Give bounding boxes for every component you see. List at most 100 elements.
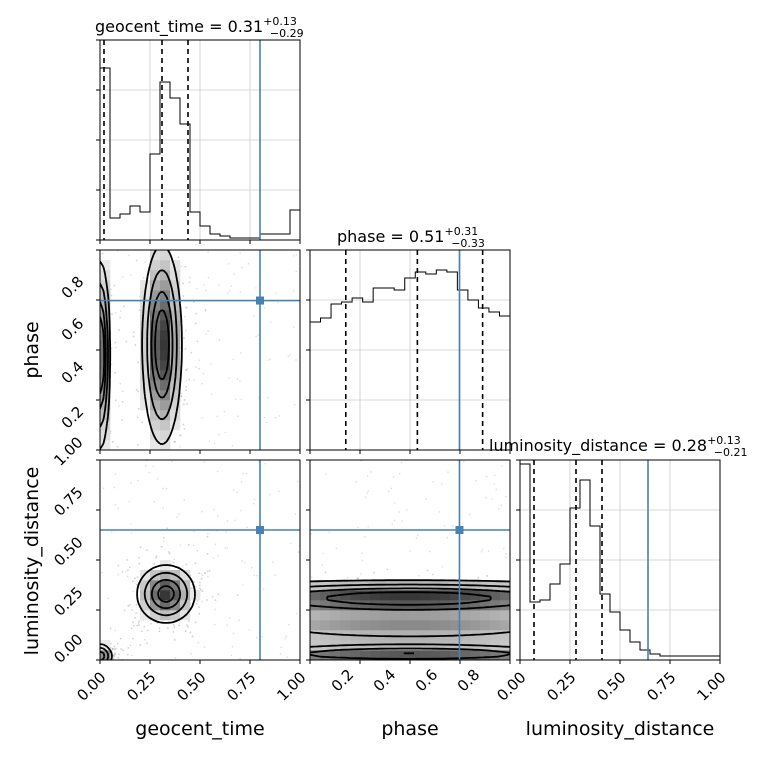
scatter-point (176, 221, 178, 223)
contour-line (310, 579, 510, 583)
scatter-point (745, 669, 747, 671)
scatter-point (325, 473, 327, 475)
scatter-point (148, 471, 151, 474)
scatter-point (169, 454, 171, 456)
scatter-point (252, 618, 254, 620)
scatter-point (94, 350, 96, 352)
scatter-point (153, 500, 156, 503)
scatter-point (110, 347, 113, 350)
y-tick-label-phase: 0.6 (58, 315, 88, 345)
density-cell (430, 610, 441, 621)
scatter-point (126, 569, 129, 572)
scatter-point (201, 510, 203, 513)
scatter-point (171, 460, 174, 463)
scatter-point (589, 599, 591, 601)
scatter-point (562, 612, 564, 614)
scatter-point (96, 526, 98, 528)
scatter-point (94, 365, 96, 367)
density-cell (360, 650, 371, 660)
scatter-point (305, 662, 307, 664)
scatter-point (172, 192, 174, 194)
density-cell (410, 590, 421, 601)
scatter-point (255, 287, 257, 289)
scatter-point (217, 615, 219, 617)
density-cell (370, 600, 381, 611)
scatter-point (89, 644, 91, 646)
scatter-point (89, 646, 91, 648)
scatter-point (103, 247, 105, 249)
scatter-point (615, 628, 617, 630)
scatter-point (127, 646, 130, 649)
scatter-point (242, 604, 244, 606)
scatter-point (94, 433, 96, 435)
scatter-point (481, 549, 484, 551)
scatter-point (206, 570, 209, 573)
scatter-point (178, 661, 180, 663)
density-cell (490, 650, 501, 660)
scatter-point (126, 653, 129, 656)
panel-phase-vs-luminosity-distance (162, 460, 756, 671)
density-cell (480, 610, 491, 621)
scatter-point (93, 407, 95, 409)
scatter-point (91, 653, 93, 655)
scatter-point (183, 247, 185, 249)
scatter-point (237, 415, 239, 417)
scatter-point (97, 372, 99, 374)
density-cell (410, 610, 421, 621)
scatter-point (239, 657, 241, 660)
scatter-point (87, 382, 89, 384)
scatter-point (231, 645, 234, 648)
density-cell (150, 420, 161, 431)
scatter-point (128, 254, 130, 257)
scatter-point (195, 287, 198, 290)
scatter-point (355, 481, 358, 483)
scatter-point (393, 502, 396, 504)
scatter-point (162, 656, 164, 658)
scatter-point (231, 444, 234, 447)
scatter-point (214, 563, 216, 565)
scatter-point (217, 593, 220, 596)
scatter-point (192, 301, 195, 303)
density-cell (400, 610, 411, 621)
density-cell (450, 610, 461, 621)
scatter-point (152, 465, 155, 468)
density-cell (150, 360, 161, 371)
scatter-point (114, 346, 117, 349)
scatter-point (390, 487, 393, 490)
density-cell (440, 620, 451, 631)
scatter-point (114, 629, 117, 632)
scatter-point (197, 367, 200, 370)
scatter-point (136, 624, 139, 627)
scatter-point (86, 661, 88, 663)
density-cell (140, 320, 151, 331)
density-cell (330, 600, 341, 611)
density-cell (150, 600, 161, 611)
panel-frames (96, 39, 721, 664)
scatter-point (726, 666, 728, 668)
scatter-point (92, 349, 94, 351)
scatter-point (179, 479, 181, 481)
density-cell (390, 630, 401, 641)
scatter-point (438, 511, 441, 513)
scatter-point (754, 644, 756, 646)
scatter-point (205, 333, 208, 335)
density-cell (160, 580, 171, 591)
scatter-point (538, 651, 540, 653)
scatter-point (210, 363, 212, 365)
density-cell (150, 320, 161, 331)
scatter-point (91, 650, 93, 652)
scatter-point (241, 266, 243, 269)
scatter-point (195, 602, 198, 605)
density-cell (170, 360, 181, 371)
density-cell (140, 580, 151, 591)
scatter-point (86, 639, 88, 641)
scatter-point (193, 544, 195, 547)
density-cell (160, 570, 171, 581)
scatter-point (158, 213, 160, 215)
scatter-point (196, 340, 199, 343)
scatter-point (143, 154, 145, 156)
scatter-point (237, 646, 239, 648)
scatter-point (215, 662, 217, 664)
scatter-point (188, 378, 190, 381)
scatter-point (95, 644, 97, 646)
